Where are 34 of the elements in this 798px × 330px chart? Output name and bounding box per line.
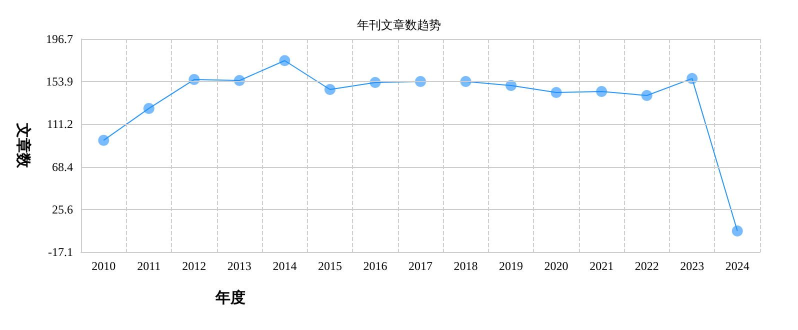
x-tick-label: 2022 [634, 259, 659, 273]
x-tick-label: 2024 [725, 259, 750, 273]
point [686, 73, 698, 84]
y-axis-title: 文章数 [14, 122, 32, 169]
x-tick-label: 2015 [318, 259, 342, 273]
x-tick-label: 2012 [182, 259, 206, 273]
x-tick-label: 2010 [92, 259, 116, 273]
point [732, 225, 743, 236]
y-tick-label: 25.6 [52, 202, 73, 216]
x-tick-label: 2017 [408, 259, 432, 273]
point [506, 80, 517, 92]
y-tick-label: 196.7 [46, 32, 73, 46]
point [641, 90, 652, 101]
x-tick-label: 2016 [363, 259, 388, 273]
point [143, 102, 154, 114]
x-tick-label: 2023 [680, 259, 704, 273]
point [550, 87, 562, 98]
x-tick-label: 2020 [544, 259, 568, 273]
x-tick-label: 2011 [137, 259, 161, 273]
y-tick-label: 153.9 [46, 74, 73, 89]
x-tick-label: 2018 [454, 259, 478, 273]
point [324, 84, 336, 96]
x-axis-title: 年度 [214, 288, 246, 306]
x-tick-label: 2013 [227, 259, 252, 273]
x-tick-label: 2021 [590, 259, 614, 273]
y-tick-label: 111.2 [46, 117, 73, 132]
x-tick-label: 2019 [499, 259, 524, 273]
point [279, 55, 290, 66]
y-tick-label: 68.4 [52, 160, 73, 174]
point [98, 134, 110, 146]
chart-title: 年刊文章数趋势 [357, 18, 441, 32]
y-tick-label: -17.1 [48, 245, 73, 259]
x-tick-label: 2014 [272, 259, 297, 273]
point [596, 86, 608, 97]
